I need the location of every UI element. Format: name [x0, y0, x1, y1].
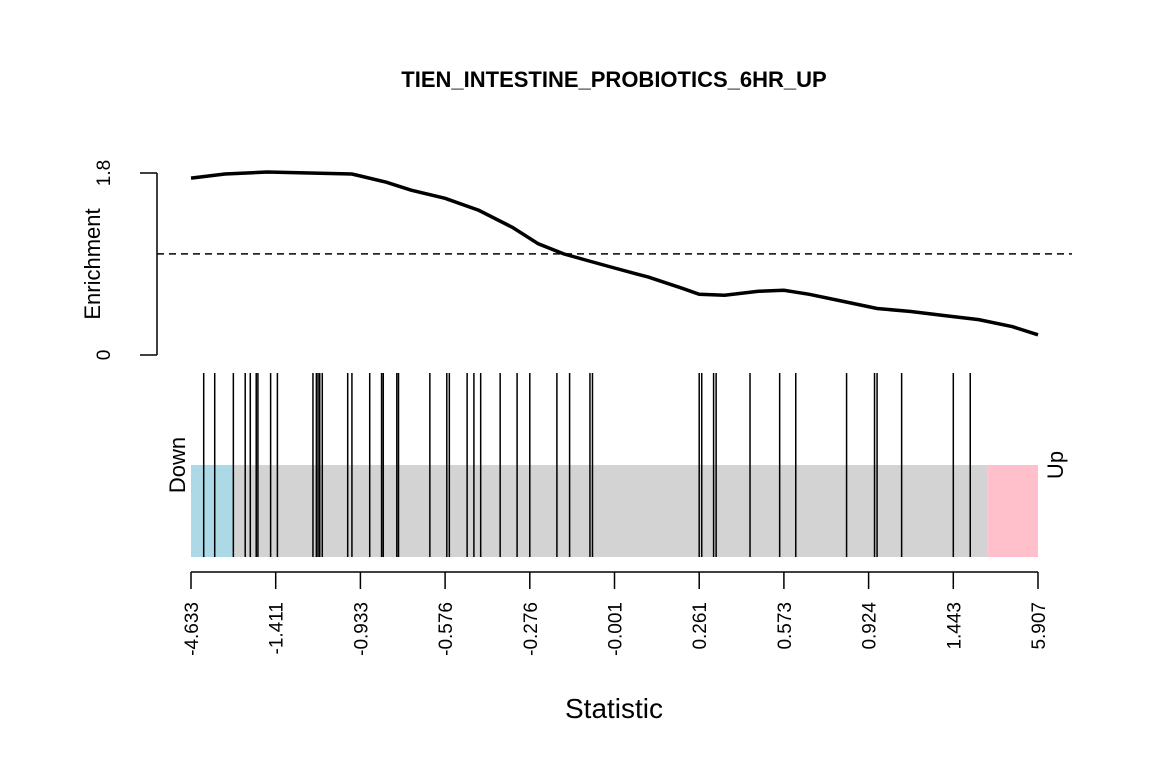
x-tick-label-7: 0.261	[690, 602, 711, 650]
gene-barcode-lines	[202, 373, 971, 557]
x-tick-label-10: 1.443	[944, 602, 965, 650]
x-tick-label-2: -1.411	[267, 602, 288, 654]
x-tick-label-4: -0.576	[436, 602, 457, 656]
x-tick-label-5: -0.276	[521, 602, 542, 656]
enrichment-curve	[190, 170, 1039, 337]
x-tick-label-6: -0.001	[606, 602, 627, 656]
middle-region	[233, 465, 988, 557]
x-tick-label-8: 0.573	[775, 602, 796, 650]
x-axis-label: Statistic	[565, 693, 663, 724]
x-ticks: -4.633 -1.411 -0.933 -0.576 -0.276 -0.001 0.26…	[182, 572, 1050, 656]
y-axis-label: Enrichment	[80, 208, 105, 319]
x-tick-label-3: -0.933	[351, 602, 372, 656]
down-label: Down	[165, 437, 190, 493]
enrichment-panel: 1.8 0 Enrichment	[80, 160, 1072, 361]
barcode-panel: Down Up	[165, 373, 1068, 557]
x-tick-label-11: 5.907	[1029, 602, 1050, 650]
x-tick-label-9: 0.924	[860, 602, 881, 650]
x-axis: -4.633 -1.411 -0.933 -0.576 -0.276 -0.001 0.26…	[182, 571, 1050, 724]
up-label: Up	[1043, 451, 1068, 479]
down-region	[191, 465, 234, 557]
x-tick-label-1: -4.633	[182, 602, 203, 656]
y-tick-label-bottom: 0	[94, 350, 115, 361]
up-region	[987, 465, 1038, 557]
chart-title: TIEN_INTESTINE_PROBIOTICS_6HR_UP	[401, 67, 826, 92]
y-tick-label-top: 1.8	[94, 160, 115, 186]
